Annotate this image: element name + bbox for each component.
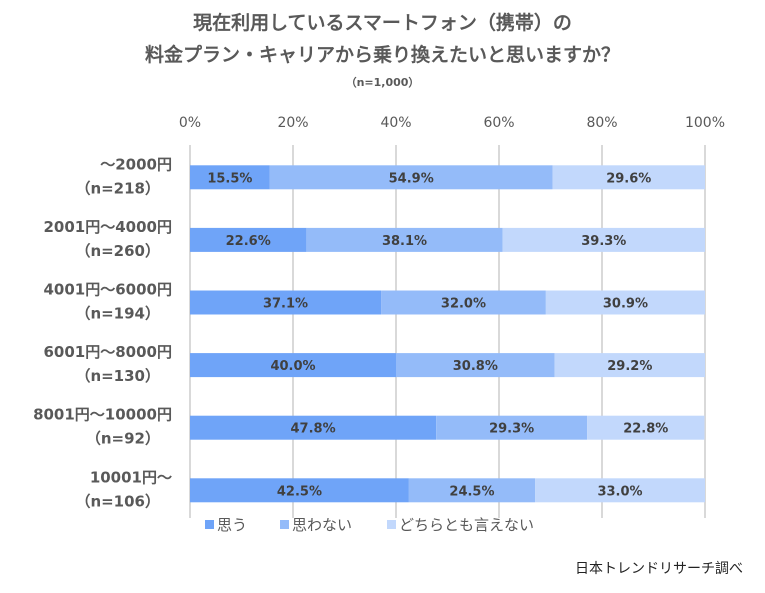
legend-swatch <box>387 520 396 529</box>
bar-segment <box>502 227 705 252</box>
legend-label: 思わない <box>292 516 352 534</box>
bar-segment <box>436 415 588 440</box>
bar-segment <box>554 353 705 378</box>
bar-segment <box>552 165 705 190</box>
data-label: 29.6% <box>606 171 651 186</box>
bar-segment <box>190 227 307 252</box>
chart-sample-size: （n=1,000） <box>345 76 420 89</box>
data-label: 33.0% <box>597 484 642 499</box>
chart-title: 現在利用しているスマートフォン（携帯）の <box>193 12 572 34</box>
bar-segment <box>190 165 270 190</box>
category-sample-size: （n=218） <box>75 179 160 197</box>
bar-segment <box>269 165 553 190</box>
category-sample-size: （n=260） <box>75 242 160 260</box>
bar-segment <box>190 415 437 440</box>
x-tick-label: 20% <box>277 115 308 131</box>
bar-segment <box>396 353 555 378</box>
data-label: 29.2% <box>607 359 652 374</box>
data-label: 47.8% <box>291 422 336 437</box>
bar-segment <box>545 290 705 315</box>
category-sample-size: （n=92） <box>86 430 160 448</box>
category-label: 10001円～ <box>90 468 172 486</box>
data-label: 22.6% <box>226 234 271 249</box>
x-tick-label: 40% <box>380 115 411 131</box>
data-label: 42.5% <box>277 484 322 499</box>
chart-subtitle: 料金プラン・キャリアから乗り換えたいと思いますか？ <box>144 44 620 66</box>
legend-swatch <box>205 520 214 529</box>
data-label: 37.1% <box>263 297 308 312</box>
category-sample-size: （n=106） <box>75 492 160 510</box>
legend-label: どちらとも言えない <box>399 516 534 534</box>
legend-swatch <box>280 520 289 529</box>
data-label: 32.0% <box>441 297 486 312</box>
x-tick-label: 60% <box>483 115 514 131</box>
category-label: 4001円～6000円 <box>44 281 173 299</box>
bar-segment <box>587 415 705 440</box>
legend-label: 思う <box>217 516 247 534</box>
x-tick-label: 100% <box>685 115 725 131</box>
data-label: 22.8% <box>623 422 668 437</box>
data-label: 40.0% <box>270 359 315 374</box>
data-label: 15.5% <box>207 171 252 186</box>
category-label: 8001円～10000円 <box>33 406 172 424</box>
category-label: ～2000円 <box>100 155 172 173</box>
data-label: 39.3% <box>581 234 626 249</box>
data-label: 30.8% <box>453 359 498 374</box>
data-label: 38.1% <box>382 234 427 249</box>
category-sample-size: （n=194） <box>75 305 160 323</box>
data-label: 24.5% <box>449 484 494 499</box>
category-label: 6001円～8000円 <box>44 343 173 361</box>
data-label: 30.9% <box>603 297 648 312</box>
bar-segment <box>408 478 536 503</box>
category-label: 2001円～4000円 <box>44 218 173 236</box>
bar-segment <box>306 227 503 252</box>
data-label: 29.3% <box>489 422 534 437</box>
data-label: 54.9% <box>389 171 434 186</box>
bar-segment <box>381 290 546 315</box>
bar-segment <box>190 478 409 503</box>
source-credit: 日本トレンドリサーチ調べ <box>575 561 743 577</box>
bar-segment <box>190 290 382 315</box>
category-sample-size: （n=130） <box>75 367 160 385</box>
x-tick-label: 80% <box>586 115 617 131</box>
x-tick-label: 0% <box>179 115 201 131</box>
bar-segment <box>535 478 705 503</box>
bar-segment <box>190 353 396 378</box>
